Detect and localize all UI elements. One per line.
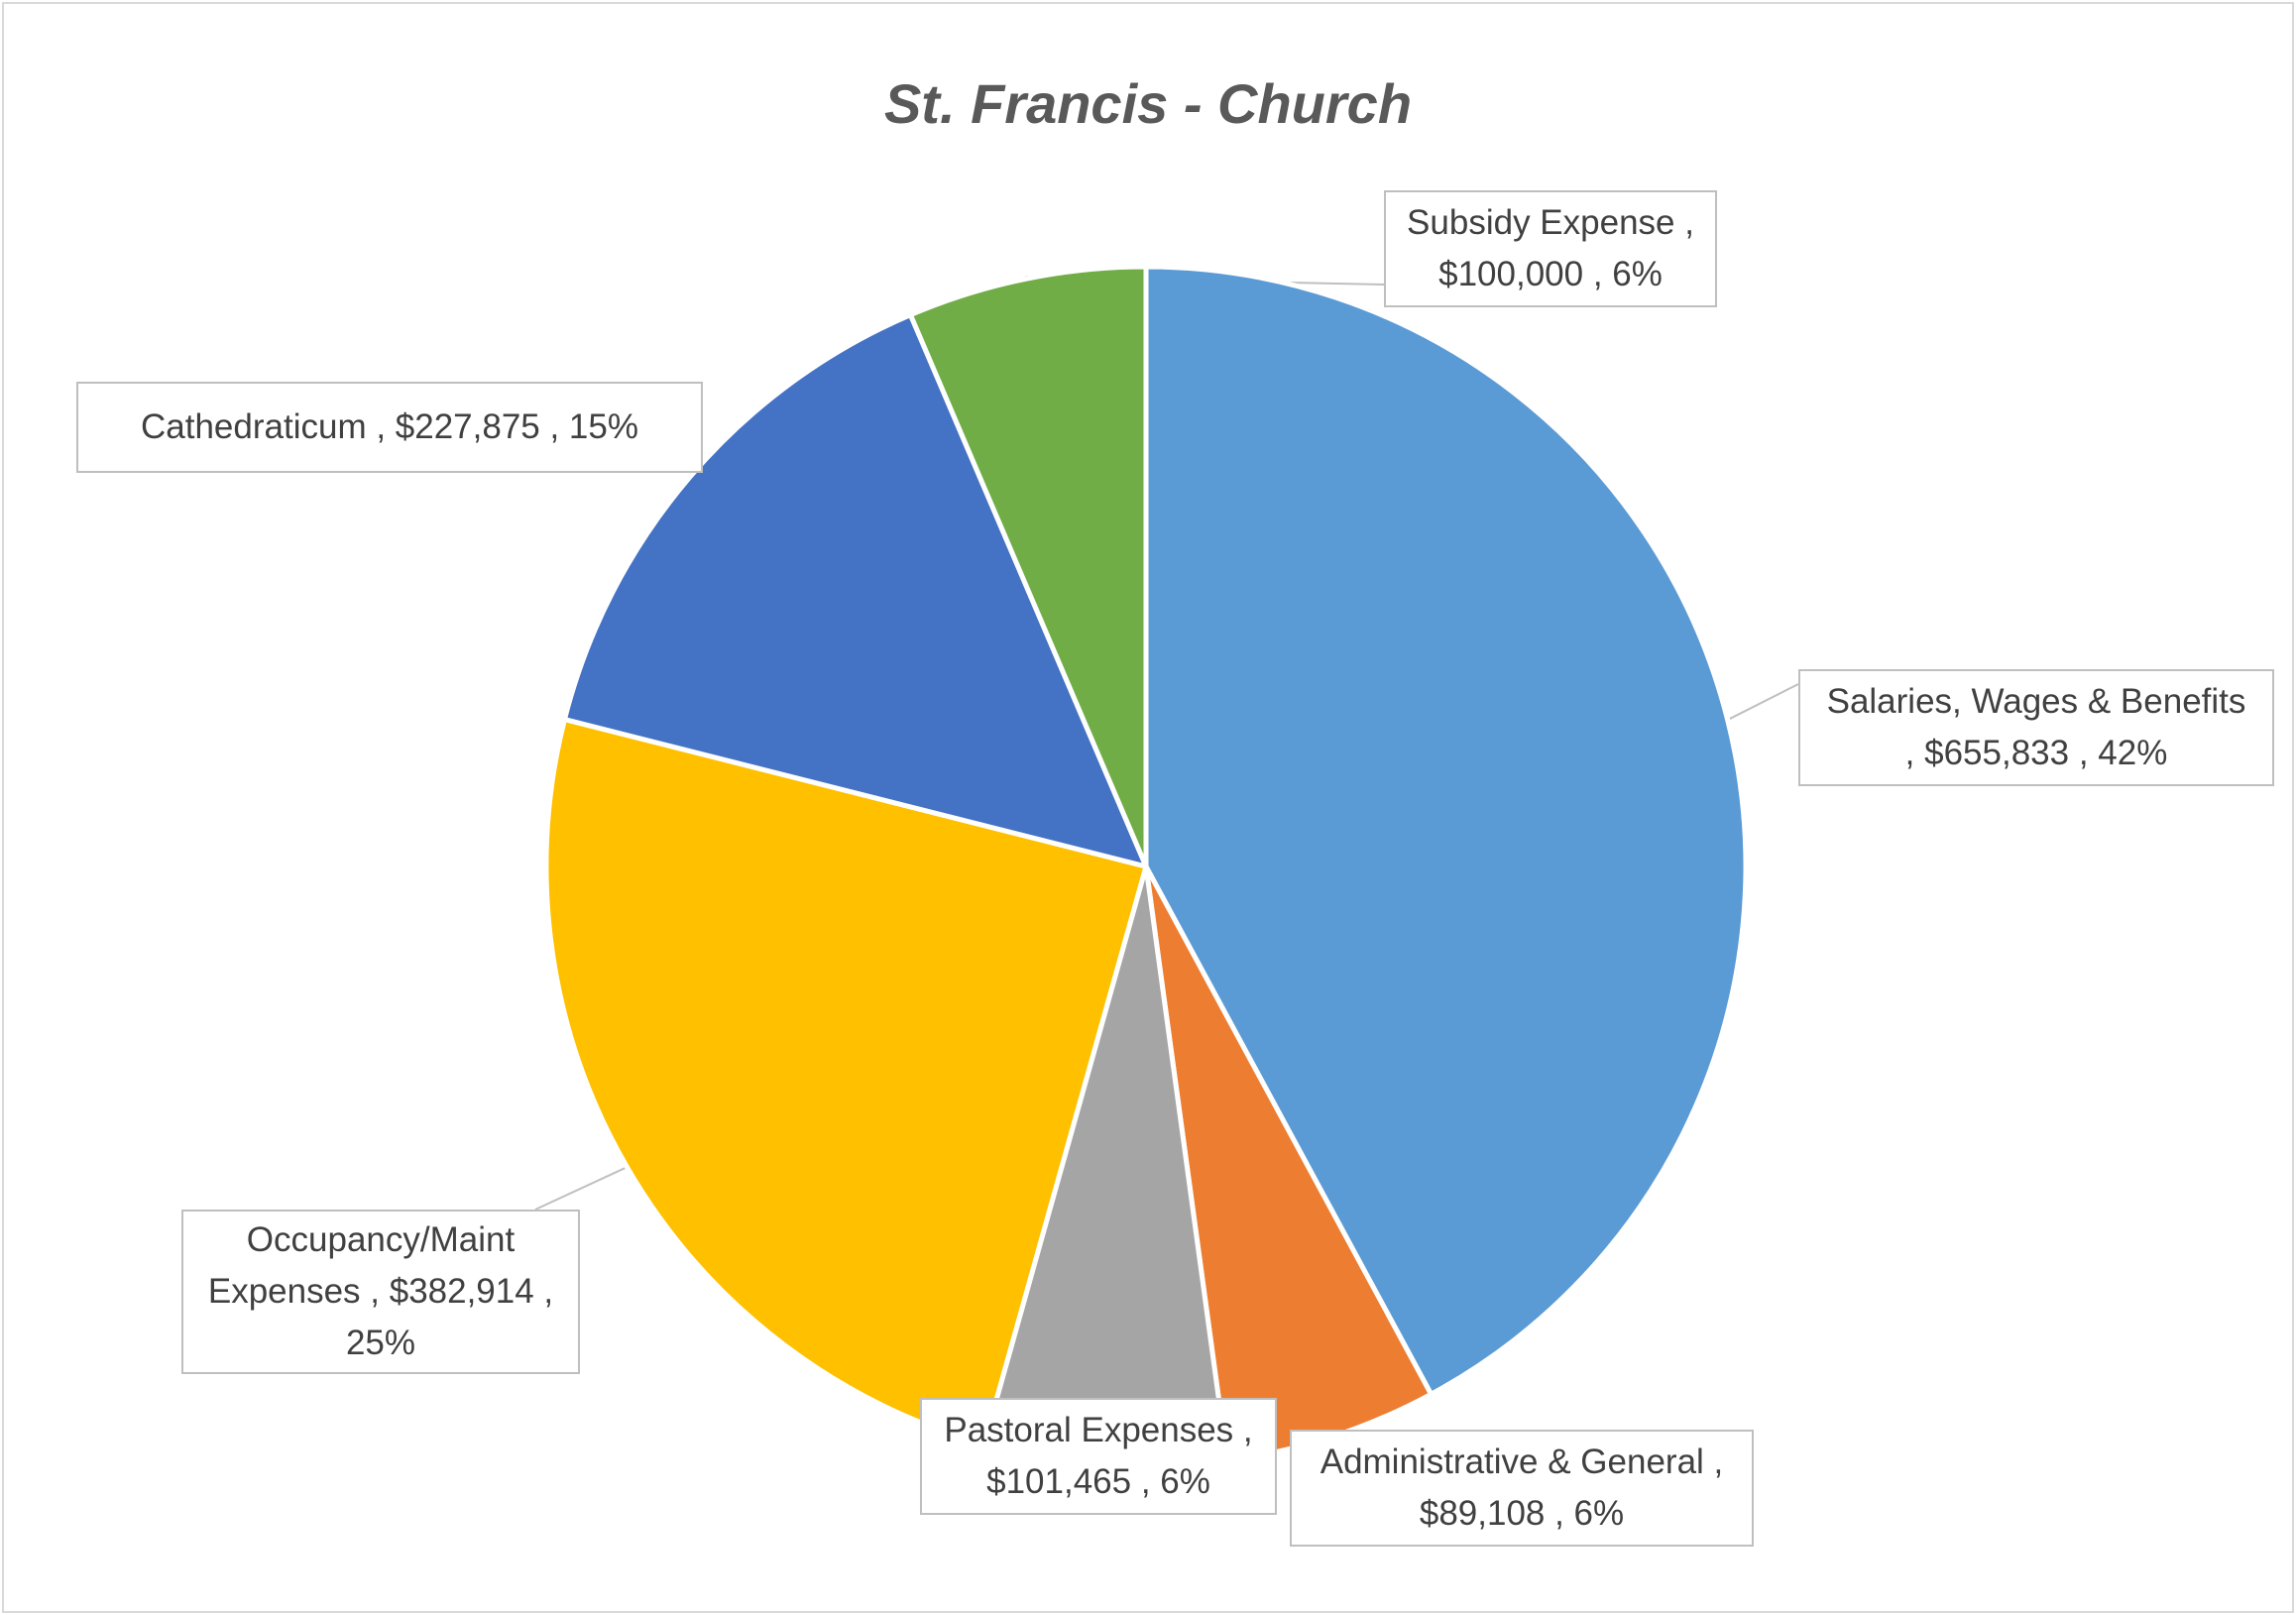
- pie-slices: [543, 264, 1749, 1469]
- pie-slice-1: [1143, 264, 1749, 1397]
- data-label-1: Salaries, Wages & Benefits , $655,833 , …: [1798, 669, 2274, 786]
- chart-title: St. Francis - Church: [883, 72, 1413, 135]
- pie-slice-6: [907, 264, 1149, 869]
- data-label-3: Pastoral Expenses , $101,465 , 6%: [920, 1398, 1277, 1515]
- leader-line-4: [534, 1167, 627, 1211]
- leader-line-1: [1729, 683, 1799, 721]
- data-label-4: Occupancy/Maint Expenses , $382,914 , 25…: [181, 1210, 580, 1374]
- pie-slice-4: [543, 717, 1149, 1446]
- data-label-2: Administrative & General , $89,108 , 6%: [1290, 1430, 1754, 1547]
- pie-slice-5: [561, 312, 1149, 869]
- data-label-6: Subsidy Expense , $100,000 , 6%: [1384, 190, 1717, 307]
- data-label-5: Cathedraticum , $227,875 , 15%: [76, 382, 703, 473]
